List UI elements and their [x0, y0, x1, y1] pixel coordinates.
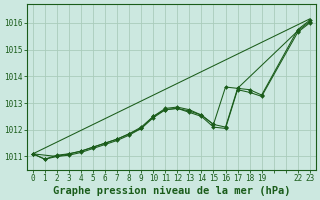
X-axis label: Graphe pression niveau de la mer (hPa): Graphe pression niveau de la mer (hPa): [52, 186, 290, 196]
